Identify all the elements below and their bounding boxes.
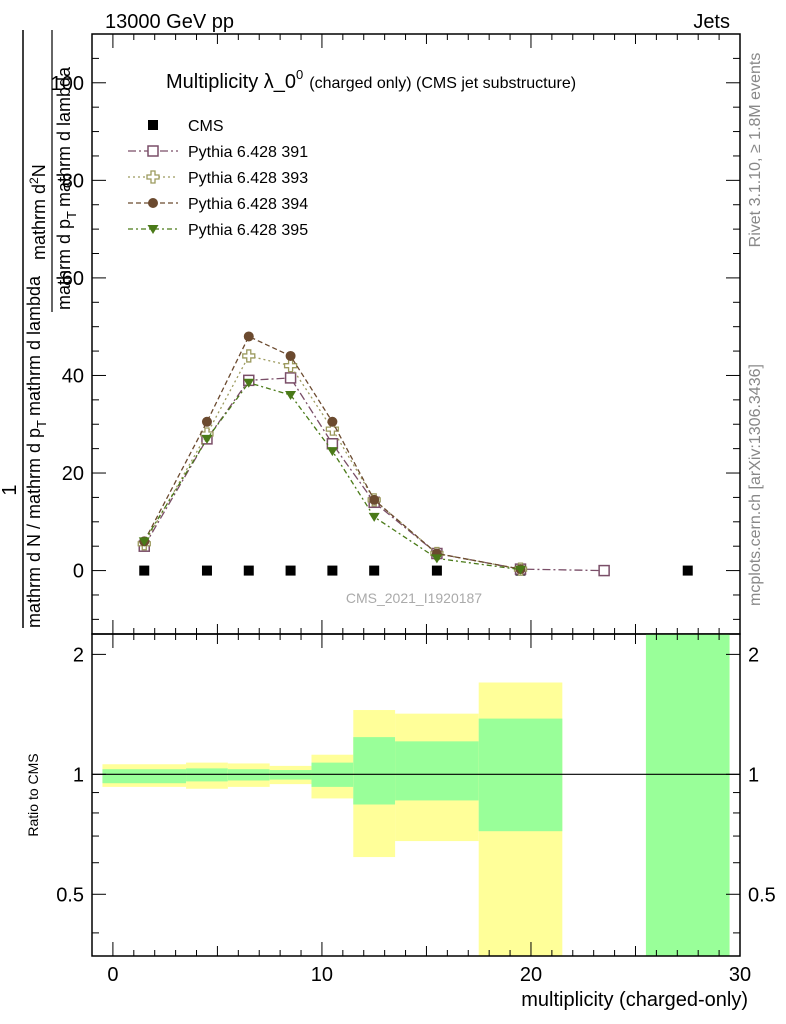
x-tick-label: 30 xyxy=(729,964,751,986)
main-y-axis-label: 1 mathrm d N / mathrm d pTmathrm d lambd… xyxy=(0,30,79,628)
data-point-p395 xyxy=(138,537,150,547)
ratio-y-tick-label: 2 xyxy=(73,644,84,666)
ratio-plot: 0.5 0.5 1 1 2 2 0 10 20 30 Ratio to CMS multipli… xyxy=(25,633,776,1011)
data-point-p393 xyxy=(283,359,298,373)
series-p391 xyxy=(138,372,610,577)
main-plot: 0 20 40 60 80 100 CMS_2021_I1920187 Multiplic… xyxy=(51,33,741,635)
ratio-x-axis: 0 10 20 30 xyxy=(91,634,751,986)
main-y-axis: 0 20 40 60 80 100 xyxy=(51,33,740,620)
series-line-p391 xyxy=(143,377,605,572)
y-tick-label: 100 xyxy=(51,73,84,95)
ratio-y-axis-label: Ratio to CMS xyxy=(25,753,41,836)
x-tick-label: 0 xyxy=(107,964,118,986)
series-layer xyxy=(137,331,693,577)
chart-title-note: (charged only) (CMS jet substructure) xyxy=(309,75,576,92)
legend-item-p391: Pythia 6.428 391 xyxy=(128,144,308,161)
data-point-p393 xyxy=(325,422,340,436)
watermark: CMS_2021_I1920187 xyxy=(346,590,482,606)
data-point-cms xyxy=(201,565,212,576)
legend-label: Pythia 6.428 394 xyxy=(188,196,308,213)
ratio-y-tick-label-right: 1 xyxy=(748,764,759,786)
data-point-p394 xyxy=(243,331,254,342)
legend-marker xyxy=(148,198,158,208)
data-point-cms xyxy=(682,565,693,576)
legend: CMS Pythia 6.428 391 Pythia 6.428 393 Pythi… xyxy=(128,118,308,239)
process-label: Jets xyxy=(693,11,730,33)
data-point-p395 xyxy=(368,512,380,522)
data-point-cms xyxy=(369,565,380,576)
data-point-p393 xyxy=(242,349,256,363)
ratio-band-inner xyxy=(645,634,730,956)
mcplots-label: mcplots.cern.ch [arXiv:1306.3436] xyxy=(747,364,764,606)
legend-marker xyxy=(147,145,159,157)
y-tick-label: 0 xyxy=(73,561,84,583)
ratio-band-inner xyxy=(353,737,396,805)
legend-item-p394: Pythia 6.428 394 xyxy=(128,196,308,213)
series-p393 xyxy=(137,349,528,576)
legend-marker xyxy=(148,120,158,130)
data-point-cms xyxy=(243,565,254,576)
beam-label: 13000 GeV pp xyxy=(105,11,234,33)
series-line-p394 xyxy=(143,335,521,570)
x-axis-label: multiplicity (charged-only) xyxy=(521,989,748,1011)
x-tick-label: 20 xyxy=(520,964,542,986)
ratio-y-tick-label-right: 2 xyxy=(748,644,759,666)
chart-title-sup: 0 xyxy=(296,67,303,82)
legend-item-p395: Pythia 6.428 395 xyxy=(128,222,308,239)
data-point-p395 xyxy=(285,390,297,400)
series-line-p395 xyxy=(143,382,521,571)
legend-label: Pythia 6.428 395 xyxy=(188,222,308,239)
ratio-y-tick-label: 1 xyxy=(73,764,84,786)
ratio-band-inner xyxy=(102,769,187,784)
y-tick-label: 20 xyxy=(62,463,84,485)
rivet-label: Rivet 3.1.10, ≥ 1.8M events xyxy=(747,53,764,248)
data-point-p391 xyxy=(598,564,610,577)
legend-item-p393: Pythia 6.428 393 xyxy=(128,170,308,187)
ylabel-fraction-denominator: mathrm d N / mathrm d pTmathrm d lambda xyxy=(24,275,49,628)
data-point-p395 xyxy=(326,447,338,457)
data-point-p394 xyxy=(285,350,296,361)
legend-label: Pythia 6.428 393 xyxy=(188,170,308,187)
data-point-cms xyxy=(139,565,150,576)
ratio-plot-frame xyxy=(91,633,741,957)
ylabel-derivative-denominator: mathrm d pTmathrm d lambda xyxy=(54,66,79,310)
data-point-p395 xyxy=(243,378,255,388)
ratio-y-tick-label-right: 0.5 xyxy=(748,884,776,906)
data-point-p395 xyxy=(431,554,443,564)
legend-item-cms: CMS xyxy=(148,118,224,135)
legend-marker xyxy=(147,225,159,234)
data-point-p394 xyxy=(327,416,338,427)
ratio-y-axis: 0.5 0.5 1 1 2 2 xyxy=(56,644,776,934)
data-point-p394 xyxy=(201,416,212,427)
data-point-cms xyxy=(327,565,338,576)
ratio-y-tick-label: 0.5 xyxy=(56,884,84,906)
legend-marker xyxy=(146,170,160,184)
chart-title-main: Multiplicity λ_0 xyxy=(166,71,296,93)
series-line-p393 xyxy=(143,355,521,570)
data-point-p394 xyxy=(369,494,380,505)
legend-label: CMS xyxy=(188,118,224,135)
ratio-bands xyxy=(102,634,730,956)
ratio-band-inner xyxy=(395,741,479,801)
series-p395 xyxy=(138,378,527,575)
ylabel-derivative-numerator: mathrm d2N xyxy=(27,164,49,260)
data-point-p395 xyxy=(201,434,213,444)
data-point-p391 xyxy=(284,372,297,384)
y-tick-label: 40 xyxy=(62,365,84,387)
data-point-cms xyxy=(285,565,296,576)
chart-title: Multiplicity λ_00 (charged only) (CMS jet… xyxy=(166,67,576,93)
y-tick-label: 80 xyxy=(62,170,84,192)
x-tick-label: 10 xyxy=(311,964,333,986)
y-tick-label: 60 xyxy=(62,268,84,290)
data-point-cms xyxy=(431,565,442,576)
ylabel-fraction-numerator: 1 xyxy=(0,484,21,495)
legend-label: Pythia 6.428 391 xyxy=(188,144,308,161)
data-point-p395 xyxy=(515,565,527,575)
main-x-axis xyxy=(91,34,741,634)
